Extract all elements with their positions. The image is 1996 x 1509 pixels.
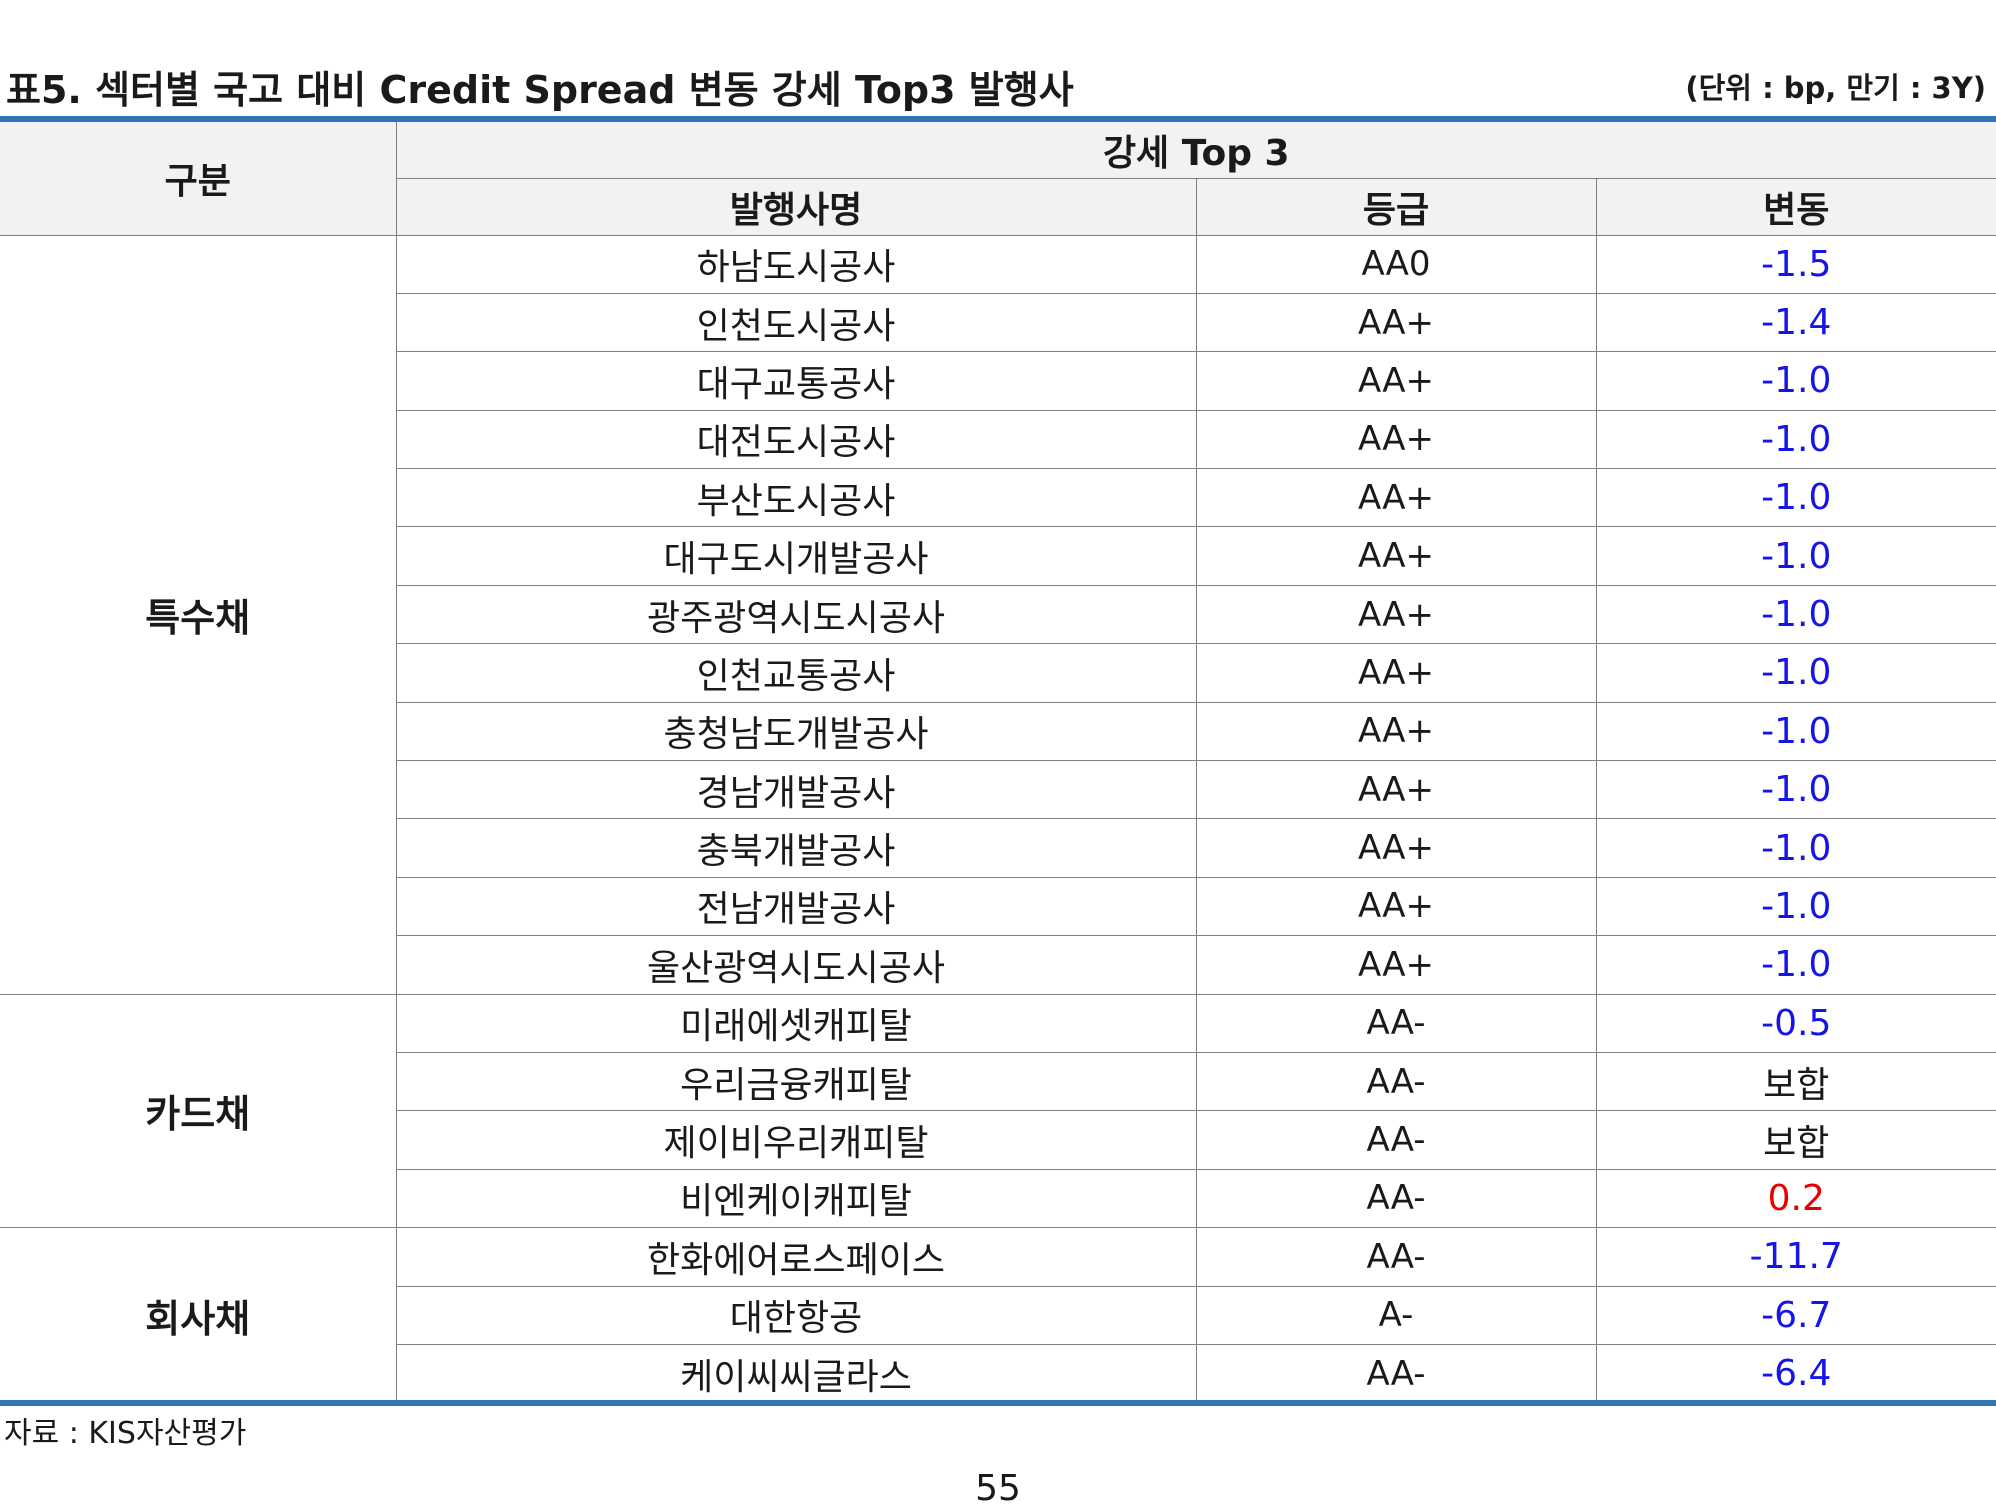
grade-cell: AA- xyxy=(1195,1051,1597,1112)
issuer-cell: 인천도시공사 xyxy=(396,292,1197,353)
change-cell: -1.0 xyxy=(1595,935,1996,995)
grade-cell: AA+ xyxy=(1195,468,1597,528)
issuer-cell: 하남도시공사 xyxy=(395,234,1197,294)
grade-cell: A- xyxy=(1195,1285,1597,1345)
issuer-cell: 충북개발공사 xyxy=(396,818,1197,878)
table-row: 충청남도개발공사 AA+ -1.0 xyxy=(0,701,1996,762)
change-cell: -1.0 xyxy=(1595,760,1996,820)
issuer-cell: 비엔케이캐피탈 xyxy=(396,1168,1197,1229)
issuer-cell: 케이씨씨글라스 xyxy=(396,1343,1197,1403)
table-row: 케이씨씨글라스 AA- -6.4 xyxy=(0,1343,1996,1403)
change-cell: -1.4 xyxy=(1595,292,1996,353)
change-cell: -1.0 xyxy=(1595,876,1996,937)
change-cell: -1.0 xyxy=(1595,409,1996,470)
table-row: 광주광역시도시공사 AA+ -1.0 xyxy=(0,584,1996,645)
issuer-cell: 대한항공 xyxy=(396,1285,1197,1345)
table-title: 표5. 섹터별 국고 대비 Credit Spread 변동 강세 Top3 발… xyxy=(6,67,1074,112)
grade-cell: AA+ xyxy=(1195,409,1597,470)
grade-cell: AA- xyxy=(1195,1227,1597,1287)
header-group: 강세 Top 3 xyxy=(395,122,1996,179)
grade-cell: AA- xyxy=(1195,993,1597,1053)
table-row: 충북개발공사 AA+ -1.0 xyxy=(0,818,1996,878)
table-row: 부산도시공사 AA+ -1.0 xyxy=(0,468,1996,528)
unit-note: (단위 : bp, 만기 : 3Y) xyxy=(1685,71,1986,105)
grade-cell: AA+ xyxy=(1195,935,1597,995)
issuer-cell: 우리금융캐피탈 xyxy=(396,1051,1197,1112)
change-cell: 보합 xyxy=(1595,1110,1996,1170)
sector-label: 카드채 xyxy=(0,993,397,1229)
table-row: 울산광역시도시공사 AA+ -1.0 xyxy=(0,935,1996,995)
table-row: 카드채 미래에셋캐피탈 AA- -0.5 xyxy=(0,993,1996,1229)
change-cell: -11.7 xyxy=(1595,1227,1996,1287)
table-row: 제이비우리캐피탈 AA- 보합 xyxy=(0,1110,1996,1170)
change-cell: -1.0 xyxy=(1595,643,1996,703)
change-cell: 보합 xyxy=(1595,1051,1996,1112)
issuer-cell: 인천교통공사 xyxy=(396,643,1197,703)
table-row: 경남개발공사 AA+ -1.0 xyxy=(0,760,1996,820)
change-cell: -1.0 xyxy=(1595,468,1996,528)
header-row-columns: 발행사명 등급 변동 xyxy=(0,177,1996,236)
table-row: 인천도시공사 AA+ -1.4 xyxy=(0,292,1996,353)
change-cell: -6.7 xyxy=(1595,1285,1996,1345)
title-row: 표5. 섹터별 국고 대비 Credit Spread 변동 강세 Top3 발… xyxy=(6,56,1986,116)
grade-cell: AA+ xyxy=(1195,760,1597,820)
header-change: 변동 xyxy=(1595,177,1996,236)
header-category: 구분 xyxy=(0,122,397,236)
issuer-cell: 부산도시공사 xyxy=(396,468,1197,528)
table-row: 인천교통공사 AA+ -1.0 xyxy=(0,643,1996,703)
issuer-cell: 울산광역시도시공사 xyxy=(396,935,1197,995)
table-row: 전남개발공사 AA+ -1.0 xyxy=(0,876,1996,937)
issuer-cell: 전남개발공사 xyxy=(396,876,1197,937)
issuer-cell: 충청남도개발공사 xyxy=(396,701,1197,762)
grade-cell: AA- xyxy=(1195,1168,1597,1229)
sector-label: 특수채 xyxy=(0,234,397,995)
table-row: 비엔케이캐피탈 AA- 0.2 xyxy=(0,1168,1996,1229)
grade-cell: AA- xyxy=(1195,1110,1597,1170)
top-rule xyxy=(0,116,1996,122)
change-cell: -1.0 xyxy=(1595,701,1996,762)
issuer-cell: 대전도시공사 xyxy=(396,409,1197,470)
header-grade: 등급 xyxy=(1195,177,1597,236)
issuer-cell: 대구도시개발공사 xyxy=(396,526,1197,586)
table-body: 특수채 하남도시공사 AA0 -1.5 인천도시공사 AA+ -1.4 대구교통공사 AA+ -1… xyxy=(0,234,1996,1404)
change-cell: -1.0 xyxy=(1595,818,1996,878)
change-cell: -6.4 xyxy=(1595,1343,1996,1403)
grade-cell: AA+ xyxy=(1195,526,1597,586)
change-cell: 0.2 xyxy=(1595,1168,1996,1229)
page-number: 55 xyxy=(975,1468,1021,1509)
table-row: 대구교통공사 AA+ -1.0 xyxy=(0,351,1996,411)
issuer-cell: 대구교통공사 xyxy=(396,351,1197,411)
change-cell: -1.5 xyxy=(1595,234,1996,294)
header-row-group: 구분 강세 Top 3 xyxy=(0,122,1996,236)
table-row: 대전도시공사 AA+ -1.0 xyxy=(0,409,1996,470)
issuer-cell: 제이비우리캐피탈 xyxy=(396,1110,1197,1170)
grade-cell: AA+ xyxy=(1195,643,1597,703)
grade-cell: AA+ xyxy=(1195,701,1597,762)
change-cell: -1.0 xyxy=(1595,351,1996,411)
sector-label: 회사채 xyxy=(0,1227,397,1404)
change-cell: -1.0 xyxy=(1595,584,1996,645)
source-note: 자료 : KIS자산평가 xyxy=(4,1416,247,1451)
table-row: 회사채 한화에어로스페이스 AA- -11.7 xyxy=(0,1227,1996,1404)
issuer-cell: 한화에어로스페이스 xyxy=(395,1227,1197,1287)
bottom-rule xyxy=(0,1400,1996,1406)
grade-cell: AA- xyxy=(1195,1343,1597,1403)
issuer-cell: 미래에셋캐피탈 xyxy=(395,993,1197,1053)
grade-cell: AA+ xyxy=(1195,584,1597,645)
grade-cell: AA+ xyxy=(1195,818,1597,878)
table-row: 대구도시개발공사 AA+ -1.0 xyxy=(0,526,1996,586)
change-cell: -1.0 xyxy=(1595,526,1996,586)
change-cell: -0.5 xyxy=(1595,993,1996,1053)
table-row: 특수채 하남도시공사 AA0 -1.5 xyxy=(0,234,1996,995)
grade-cell: AA+ xyxy=(1195,351,1597,411)
issuer-cell: 광주광역시도시공사 xyxy=(396,584,1197,645)
grade-cell: AA+ xyxy=(1195,292,1597,353)
grade-cell: AA0 xyxy=(1195,234,1597,294)
spread-table: 구분 강세 Top 3 발행사명 등급 변동 특수채 하남도시공사 AA0 -1.5 인… xyxy=(0,122,1996,1404)
header-issuer: 발행사명 xyxy=(396,177,1197,236)
issuer-cell: 경남개발공사 xyxy=(396,760,1197,820)
grade-cell: AA+ xyxy=(1195,876,1597,937)
